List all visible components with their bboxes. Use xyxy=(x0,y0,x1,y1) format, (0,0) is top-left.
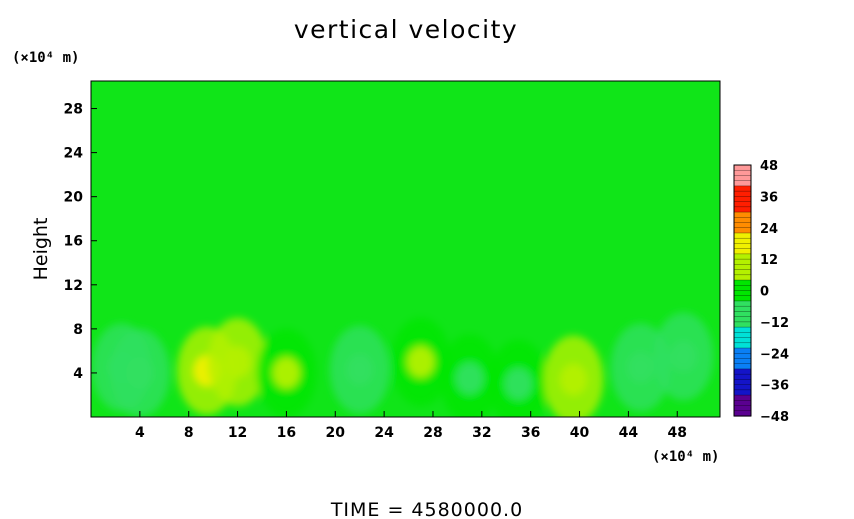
velocity-core xyxy=(626,351,655,384)
colorbar-swatch xyxy=(734,395,751,401)
x-tick-label: 16 xyxy=(277,425,296,441)
colorbar-swatch xyxy=(734,280,751,286)
colorbar-swatch xyxy=(734,227,751,234)
y-axis-label: Height xyxy=(30,218,52,281)
colorbar-swatch xyxy=(734,300,751,307)
colorbar-swatch xyxy=(734,353,751,360)
colorbar-swatch xyxy=(734,311,751,318)
colorbar-swatch xyxy=(734,191,751,197)
colorbar-tick-label: −48 xyxy=(760,410,789,425)
x-tick-label: 12 xyxy=(228,425,247,441)
colorbar-swatch xyxy=(734,259,751,265)
y-axis: 4 8 12 16 20 24 28 xyxy=(64,102,97,382)
x-tick-label: 44 xyxy=(619,425,639,441)
colorbar-swatch xyxy=(734,337,751,344)
colorbar-swatch xyxy=(734,274,751,281)
colorbar-swatch xyxy=(734,175,751,182)
colorbar-swatch xyxy=(734,253,751,260)
velocity-core xyxy=(559,363,588,396)
x-axis-units: (×10⁴ m) xyxy=(652,449,719,465)
colorbar-frame xyxy=(733,164,752,417)
velocity-core xyxy=(125,356,154,389)
y-tick-label: 24 xyxy=(64,146,84,162)
colorbar-tick-label: 24 xyxy=(760,222,778,237)
colorbar-swatch xyxy=(734,342,751,349)
colorbar-swatch xyxy=(734,405,751,412)
colorbar-swatch xyxy=(734,358,751,365)
colorbar-swatch xyxy=(734,389,751,396)
colorbar-tick-label: −12 xyxy=(760,316,789,331)
colorbar-swatch xyxy=(734,232,751,239)
colorbar-swatch xyxy=(734,185,751,192)
colorbar-swatch xyxy=(734,238,751,245)
colorbar-tick-label: −36 xyxy=(760,379,789,394)
colorbar-swatch xyxy=(734,368,751,375)
colorbar-swatch xyxy=(734,290,751,297)
colorbar-swatch xyxy=(734,196,751,203)
colorbar-swatch xyxy=(734,206,751,213)
colorbar-tick-label: 0 xyxy=(760,285,769,300)
colorbar-swatch xyxy=(734,348,751,354)
colorbar-swatch xyxy=(734,201,751,208)
colorbar-swatch xyxy=(734,180,751,187)
y-tick-label: 28 xyxy=(64,102,83,118)
y-tick-label: 4 xyxy=(73,366,83,382)
x-axis: 4 8 12 16 20 24 28 32 36 40 44 48 xyxy=(135,411,687,441)
heatmap-field xyxy=(91,81,720,417)
time-footer: TIME = 4580000.0 xyxy=(330,499,523,519)
colorbar-swatch xyxy=(734,170,751,177)
x-tick-label: 48 xyxy=(668,425,687,441)
colorbar-swatch xyxy=(734,165,751,171)
colorbar-tick-label: 36 xyxy=(760,190,778,205)
y-tick-label: 20 xyxy=(64,190,84,206)
colorbar-swatch xyxy=(734,384,751,391)
velocity-core xyxy=(345,353,374,386)
colorbar-swatch xyxy=(734,269,751,276)
colorbar-swatch xyxy=(734,332,751,339)
colorbar-swatch xyxy=(734,410,751,417)
x-tick-label: 24 xyxy=(374,425,394,441)
colorbar-swatch xyxy=(734,217,751,224)
colorbar-swatch xyxy=(734,222,751,229)
x-tick-label: 40 xyxy=(570,425,590,441)
x-tick-label: 32 xyxy=(472,425,491,441)
velocity-core xyxy=(406,345,435,378)
colorbar-swatch xyxy=(734,295,751,302)
x-tick-label: 20 xyxy=(326,425,346,441)
colorbar-swatch xyxy=(734,243,751,250)
y-tick-label: 8 xyxy=(73,322,83,338)
velocity-core xyxy=(669,340,698,373)
colorbar-swatch xyxy=(734,248,751,255)
plot-frame xyxy=(90,80,721,418)
colorbar-swatch xyxy=(734,316,751,323)
x-tick-label: 4 xyxy=(135,425,145,441)
velocity-core xyxy=(504,367,533,400)
velocity-core xyxy=(272,356,301,389)
colorbar-swatch xyxy=(734,321,751,328)
colorbar-swatch xyxy=(734,379,751,386)
chart-title: vertical velocity xyxy=(294,15,518,44)
colorbar-swatch xyxy=(734,363,751,370)
colorbar: 48 36 24 12 0 −12 −24 −36 −48 xyxy=(733,159,789,425)
y-axis-units: (×10⁴ m) xyxy=(12,50,79,66)
colorbar-swatch xyxy=(734,285,751,292)
x-tick-label: 8 xyxy=(184,425,194,441)
colorbar-swatch xyxy=(734,374,751,380)
colorbar-tick-label: 48 xyxy=(760,159,778,174)
colorbar-swatch xyxy=(734,212,751,218)
colorbar-tick-label: −24 xyxy=(760,347,789,362)
colorbar-tick-label: 12 xyxy=(760,253,778,268)
colorbar-swatch xyxy=(734,400,751,407)
colorbar-swatch xyxy=(734,264,751,271)
colorbar-swatch xyxy=(734,327,751,333)
velocity-core xyxy=(223,345,252,378)
x-tick-label: 36 xyxy=(521,425,540,441)
colorbar-swatch xyxy=(734,306,751,313)
x-tick-label: 28 xyxy=(423,425,442,441)
y-tick-label: 16 xyxy=(64,234,83,250)
velocity-core xyxy=(455,362,484,395)
y-tick-label: 12 xyxy=(64,278,83,294)
